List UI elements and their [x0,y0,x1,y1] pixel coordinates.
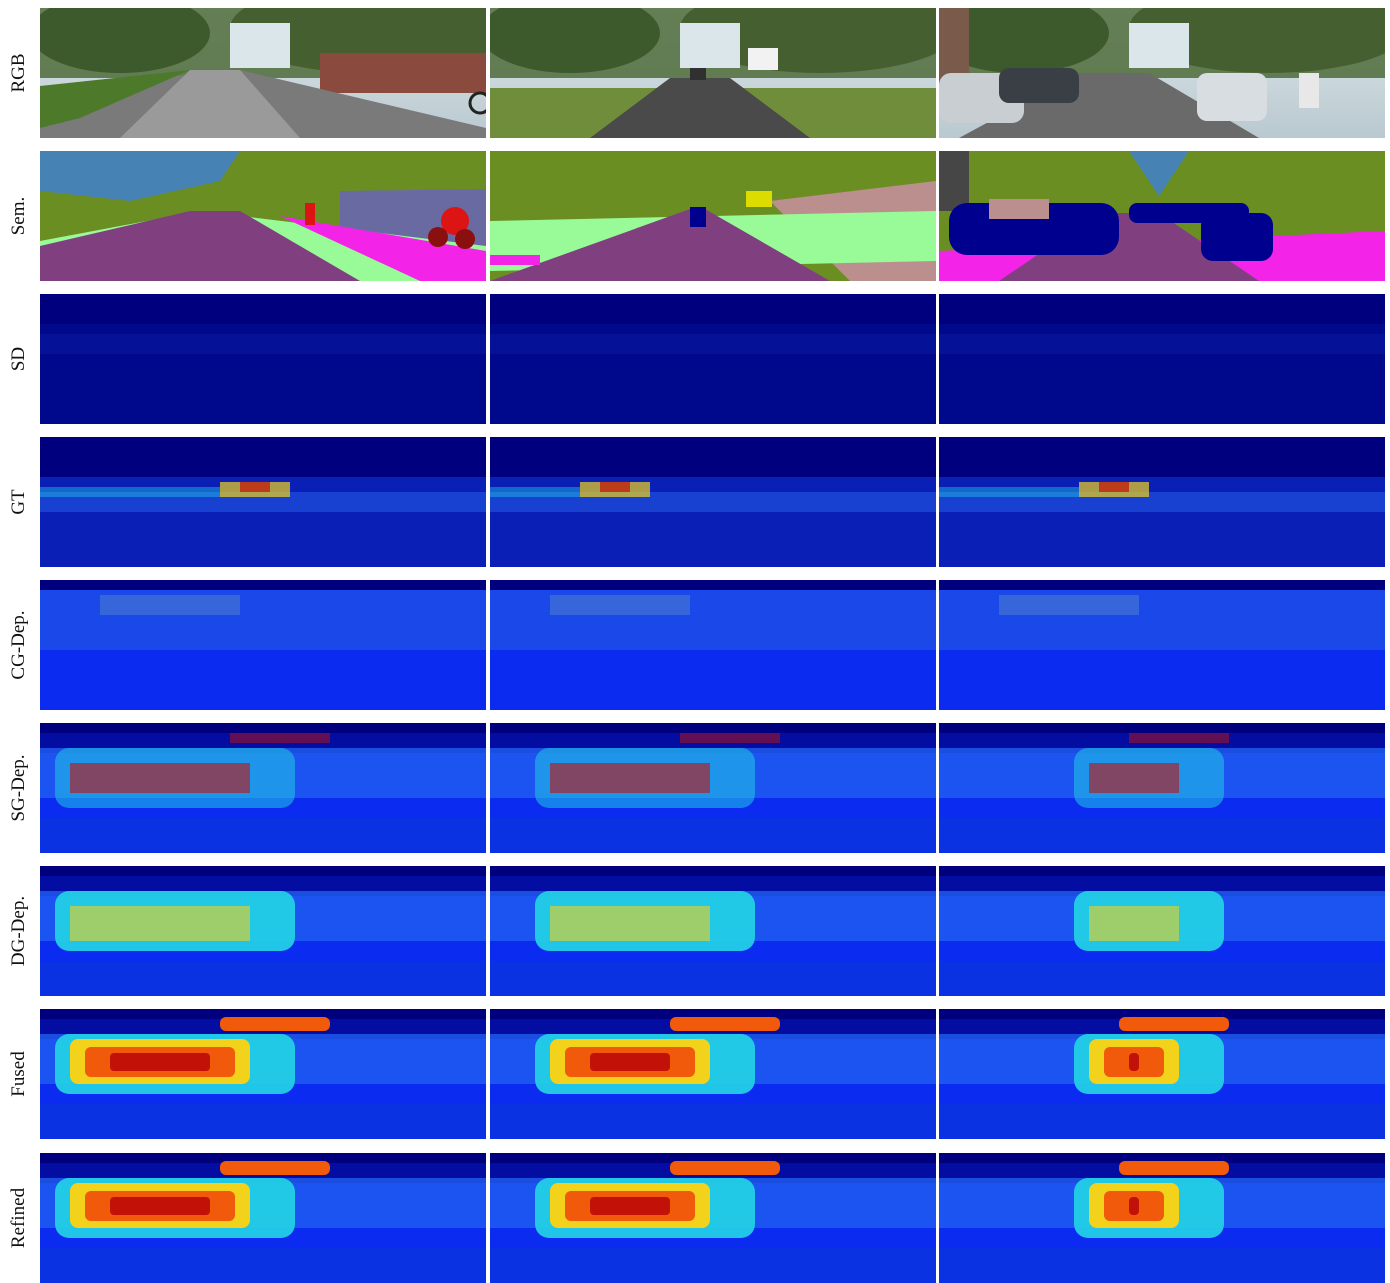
depth-strong-image [490,1153,936,1283]
row-label-fused: Fused [4,1009,34,1139]
gt-image [939,437,1385,567]
semantic-image [939,151,1385,281]
panel-fused-col3 [939,1009,1385,1139]
panel-fused-col1 [40,1009,486,1139]
row-label-text: Refined [8,1187,29,1249]
row-label-text: RGB [8,53,29,93]
panel-refined-col1 [40,1153,486,1283]
row-label-sd: SD [4,294,34,424]
panel-dg-col3 [939,866,1385,996]
gt-image [490,437,936,567]
panel-sem-col1 [40,151,486,281]
row-dg: DG-Dep. [0,866,1390,996]
panel-sg-col1 [40,723,486,853]
row-sem: Sem. [0,151,1390,281]
panel-sd-col3 [939,294,1385,424]
row-sg: SG-Dep. [0,723,1390,853]
gt-image [40,437,486,567]
depth-faint-image [490,580,936,710]
row-label-sem: Sem. [4,151,34,281]
panel-rgb-col2 [490,8,936,138]
panel-sd-col2 [490,294,936,424]
row-label-text: GT [8,489,29,515]
depth-detail-image [490,866,936,996]
row-cg: CG-Dep. [0,580,1390,710]
panel-gt-col3 [939,437,1385,567]
panel-refined-col3 [939,1153,1385,1283]
panel-dg-col2 [490,866,936,996]
panel-fused-col2 [490,1009,936,1139]
row-label-text: Sem. [8,196,29,236]
panel-rgb-col3 [939,8,1385,138]
panel-sd-col1 [40,294,486,424]
row-label-text: DG-Dep. [8,895,29,967]
rgb-image [939,8,1385,138]
depth-mid-image [939,723,1385,853]
panel-gt-col2 [490,437,936,567]
panel-sg-col2 [490,723,936,853]
row-gt: GT [0,437,1390,567]
row-label-rgb: RGB [4,8,34,138]
row-rgb: RGB [0,8,1390,138]
panel-cg-col3 [939,580,1385,710]
row-label-text: SD [8,346,29,372]
sparse-image [490,294,936,424]
rgb-image [490,8,936,138]
depth-faint-image [939,580,1385,710]
row-fused: Fused [0,1009,1390,1139]
row-label-text: Fused [8,1051,29,1097]
depth-detail-image [939,866,1385,996]
panel-dg-col1 [40,866,486,996]
depth-detail-image [40,866,486,996]
panel-rgb-col1 [40,8,486,138]
sparse-image [939,294,1385,424]
depth-strong-image [40,1009,486,1139]
depth-strong-image [939,1009,1385,1139]
panel-sg-col3 [939,723,1385,853]
depth-strong-image [939,1153,1385,1283]
panel-sem-col3 [939,151,1385,281]
depth-strong-image [40,1153,486,1283]
row-label-text: SG-Dep. [8,754,29,822]
rgb-image [40,8,486,138]
depth-faint-image [40,580,486,710]
depth-strong-image [490,1009,936,1139]
row-refined: Refined [0,1153,1390,1283]
panel-cg-col2 [490,580,936,710]
panel-sem-col2 [490,151,936,281]
sparse-image [40,294,486,424]
panel-cg-col1 [40,580,486,710]
row-label-text: CG-Dep. [8,610,29,680]
panel-refined-col2 [490,1153,936,1283]
row-label-gt: GT [4,437,34,567]
row-label-dg: DG-Dep. [4,866,34,996]
semantic-image [40,151,486,281]
row-label-cg: CG-Dep. [4,580,34,710]
semantic-image [490,151,936,281]
row-label-refined: Refined [4,1153,34,1283]
panel-gt-col1 [40,437,486,567]
depth-mid-image [40,723,486,853]
depth-mid-image [490,723,936,853]
row-sd: SD [0,294,1390,424]
row-label-sg: SG-Dep. [4,723,34,853]
